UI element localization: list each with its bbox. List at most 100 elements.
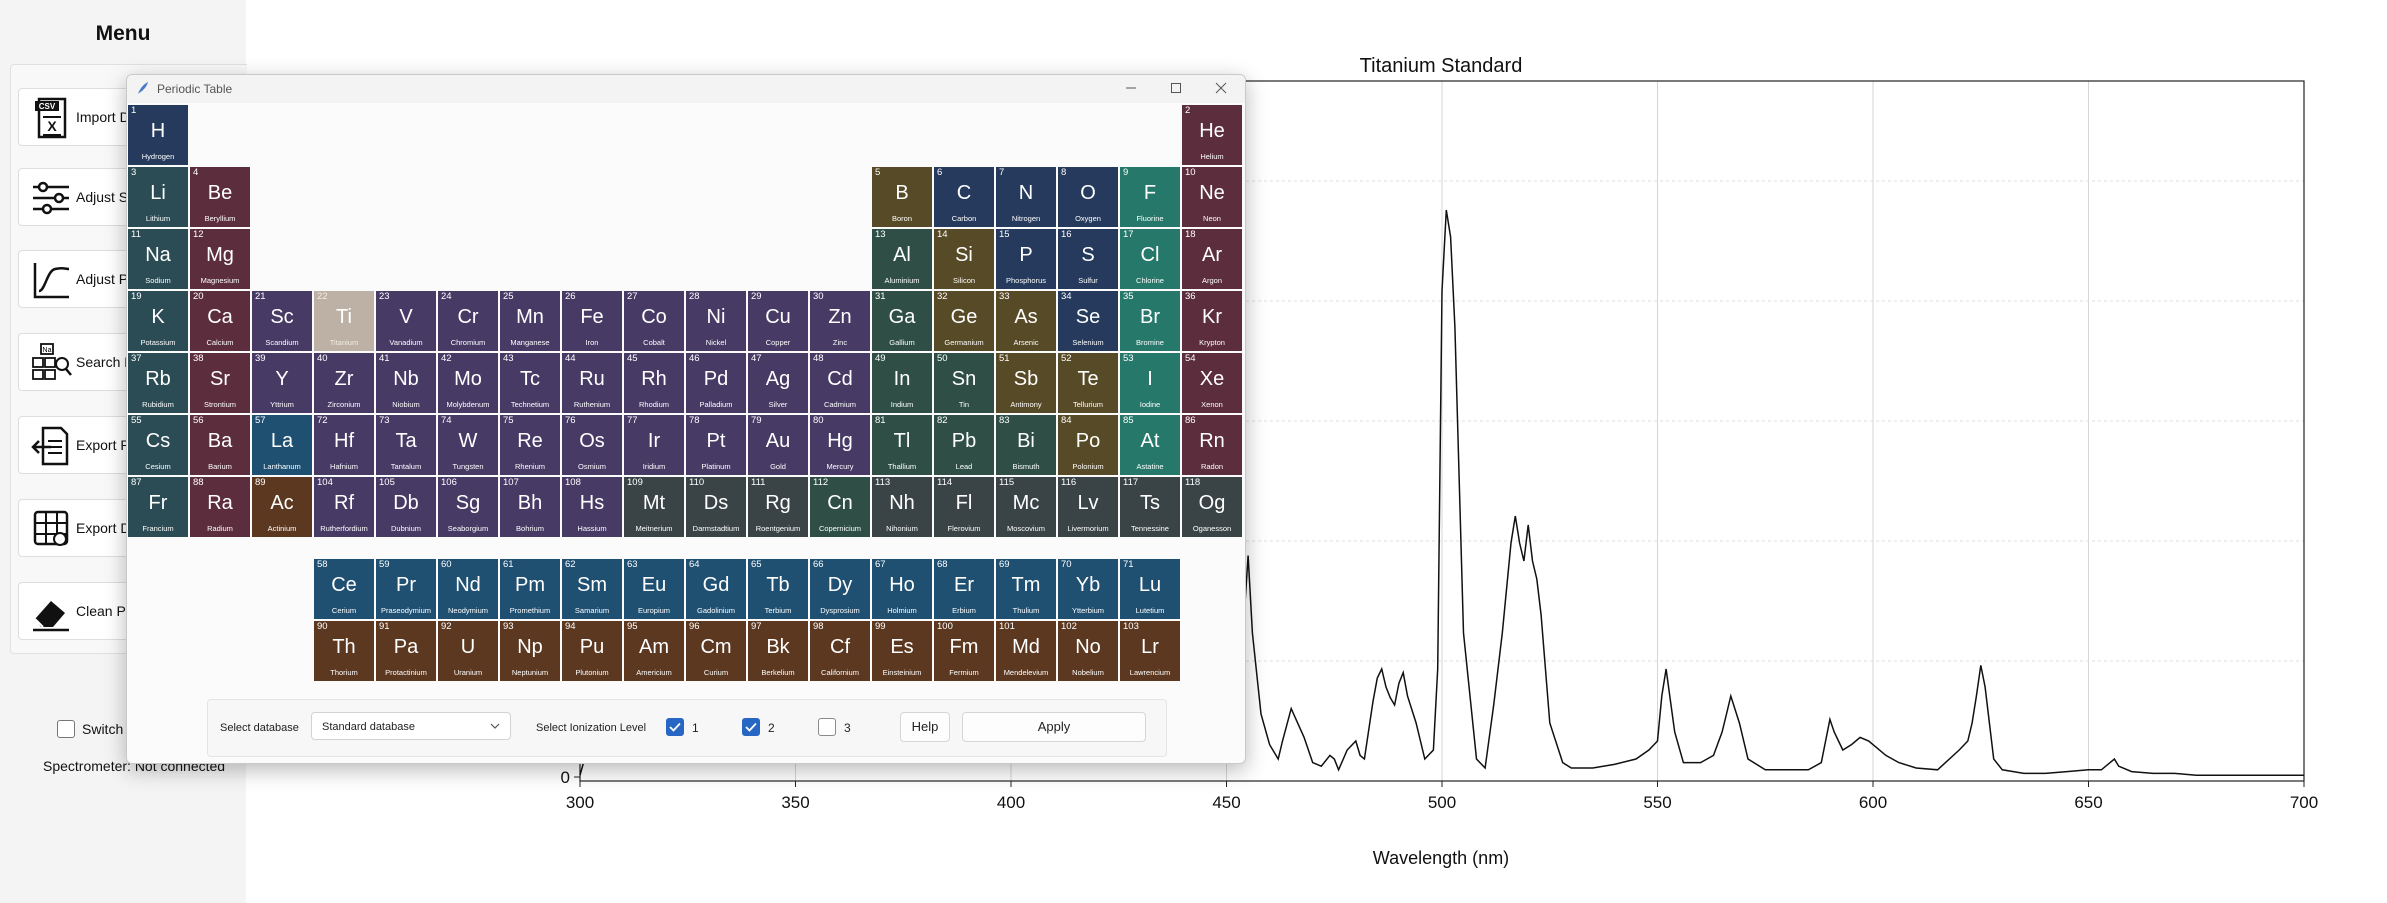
- element-tile-os[interactable]: 76 Os Osmium: [562, 415, 622, 475]
- element-tile-ta[interactable]: 73 Ta Tantalum: [376, 415, 436, 475]
- element-tile-rh[interactable]: 45 Rh Rhodium: [624, 353, 684, 413]
- element-tile-xe[interactable]: 54 Xe Xenon: [1182, 353, 1242, 413]
- element-tile-yb[interactable]: 70 Yb Ytterbium: [1058, 559, 1118, 620]
- element-tile-na[interactable]: 11 Na Sodium: [128, 229, 188, 289]
- element-tile-se[interactable]: 34 Se Selenium: [1058, 291, 1118, 351]
- element-tile-lr[interactable]: 103 Lr Lawrencium: [1120, 621, 1180, 682]
- element-tile-cs[interactable]: 55 Cs Cesium: [128, 415, 188, 475]
- element-tile-pb[interactable]: 82 Pb Lead: [934, 415, 994, 475]
- element-tile-nh[interactable]: 113 Nh Nihonium: [872, 477, 932, 537]
- element-tile-rb[interactable]: 37 Rb Rubidium: [128, 353, 188, 413]
- element-tile-nd[interactable]: 60 Nd Neodymium: [438, 559, 498, 620]
- database-select[interactable]: Standard database: [311, 712, 511, 740]
- element-tile-ge[interactable]: 32 Ge Germanium: [934, 291, 994, 351]
- element-tile-te[interactable]: 52 Te Tellurium: [1058, 353, 1118, 413]
- element-tile-bk[interactable]: 97 Bk Berkelium: [748, 621, 808, 682]
- element-tile-al[interactable]: 13 Al Aluminium: [872, 229, 932, 289]
- element-tile-og[interactable]: 118 Og Oganesson: [1182, 477, 1242, 537]
- element-tile-fr[interactable]: 87 Fr Francium: [128, 477, 188, 537]
- element-tile-s[interactable]: 16 S Sulfur: [1058, 229, 1118, 289]
- element-tile-md[interactable]: 101 Md Mendelevium: [996, 621, 1056, 682]
- element-tile-mt[interactable]: 109 Mt Meitnerium: [624, 477, 684, 537]
- element-tile-tl[interactable]: 81 Tl Thallium: [872, 415, 932, 475]
- element-tile-u[interactable]: 92 U Uranium: [438, 621, 498, 682]
- element-tile-n[interactable]: 7 N Nitrogen: [996, 167, 1056, 227]
- close-button[interactable]: [1207, 79, 1235, 99]
- element-tile-cr[interactable]: 24 Cr Chromium: [438, 291, 498, 351]
- element-tile-sr[interactable]: 38 Sr Strontium: [190, 353, 250, 413]
- element-tile-pt[interactable]: 78 Pt Platinum: [686, 415, 746, 475]
- element-tile-am[interactable]: 95 Am Americium: [624, 621, 684, 682]
- element-tile-fe[interactable]: 26 Fe Iron: [562, 291, 622, 351]
- element-tile-ce[interactable]: 58 Ce Cerium: [314, 559, 374, 620]
- maximize-button[interactable]: [1162, 79, 1190, 99]
- element-tile-ds[interactable]: 110 Ds Darmstadtium: [686, 477, 746, 537]
- element-tile-pd[interactable]: 46 Pd Palladium: [686, 353, 746, 413]
- element-tile-mc[interactable]: 115 Mc Moscovium: [996, 477, 1056, 537]
- minimize-button[interactable]: [1117, 79, 1145, 99]
- element-tile-ni[interactable]: 28 Ni Nickel: [686, 291, 746, 351]
- element-tile-ru[interactable]: 44 Ru Ruthenium: [562, 353, 622, 413]
- element-tile-np[interactable]: 93 Np Neptunium: [500, 621, 560, 682]
- element-tile-lu[interactable]: 71 Lu Lutetium: [1120, 559, 1180, 620]
- element-tile-hg[interactable]: 80 Hg Mercury: [810, 415, 870, 475]
- element-tile-cm[interactable]: 96 Cm Curium: [686, 621, 746, 682]
- element-tile-sm[interactable]: 62 Sm Samarium: [562, 559, 622, 620]
- element-tile-mn[interactable]: 25 Mn Manganese: [500, 291, 560, 351]
- element-tile-si[interactable]: 14 Si Silicon: [934, 229, 994, 289]
- element-tile-he[interactable]: 2 He Helium: [1182, 105, 1242, 165]
- element-tile-ca[interactable]: 20 Ca Calcium: [190, 291, 250, 351]
- element-tile-ir[interactable]: 77 Ir Iridium: [624, 415, 684, 475]
- element-tile-ac[interactable]: 89 Ac Actinium: [252, 477, 312, 537]
- element-tile-db[interactable]: 105 Db Dubnium: [376, 477, 436, 537]
- element-tile-es[interactable]: 99 Es Einsteinium: [872, 621, 932, 682]
- element-tile-cn[interactable]: 112 Cn Copernicium: [810, 477, 870, 537]
- ionization-1-checkbox[interactable]: [666, 718, 684, 736]
- element-tile-fl[interactable]: 114 Fl Flerovium: [934, 477, 994, 537]
- element-tile-eu[interactable]: 63 Eu Europium: [624, 559, 684, 620]
- element-tile-ne[interactable]: 10 Ne Neon: [1182, 167, 1242, 227]
- element-tile-k[interactable]: 19 K Potassium: [128, 291, 188, 351]
- element-tile-b[interactable]: 5 B Boron: [872, 167, 932, 227]
- element-tile-hf[interactable]: 72 Hf Hafnium: [314, 415, 374, 475]
- element-tile-mo[interactable]: 42 Mo Molybdenum: [438, 353, 498, 413]
- element-tile-ti[interactable]: 22 Ti Titanium: [314, 291, 374, 351]
- element-tile-lv[interactable]: 116 Lv Livermorium: [1058, 477, 1118, 537]
- element-tile-tm[interactable]: 69 Tm Thulium: [996, 559, 1056, 620]
- element-tile-ag[interactable]: 47 Ag Silver: [748, 353, 808, 413]
- element-tile-o[interactable]: 8 O Oxygen: [1058, 167, 1118, 227]
- element-tile-cu[interactable]: 29 Cu Copper: [748, 291, 808, 351]
- element-tile-rg[interactable]: 111 Rg Roentgenium: [748, 477, 808, 537]
- element-tile-th[interactable]: 90 Th Thorium: [314, 621, 374, 682]
- periodic-table-window[interactable]: Periodic Table 1 H Hydrogen 2 He Helium 3 Li Lit…: [126, 74, 1246, 764]
- element-tile-v[interactable]: 23 V Vanadium: [376, 291, 436, 351]
- element-tile-sb[interactable]: 51 Sb Antimony: [996, 353, 1056, 413]
- element-tile-be[interactable]: 4 Be Beryllium: [190, 167, 250, 227]
- element-tile-p[interactable]: 15 P Phosphorus: [996, 229, 1056, 289]
- apply-button[interactable]: Apply: [962, 712, 1146, 742]
- element-tile-w[interactable]: 74 W Tungsten: [438, 415, 498, 475]
- element-tile-c[interactable]: 6 C Carbon: [934, 167, 994, 227]
- element-tile-la[interactable]: 57 La Lanthanum: [252, 415, 312, 475]
- element-tile-tc[interactable]: 43 Tc Technetium: [500, 353, 560, 413]
- element-tile-ga[interactable]: 31 Ga Gallium: [872, 291, 932, 351]
- element-tile-au[interactable]: 79 Au Gold: [748, 415, 808, 475]
- element-tile-ho[interactable]: 67 Ho Holmium: [872, 559, 932, 620]
- element-tile-pa[interactable]: 91 Pa Protactinium: [376, 621, 436, 682]
- element-tile-rn[interactable]: 86 Rn Radon: [1182, 415, 1242, 475]
- element-tile-f[interactable]: 9 F Fluorine: [1120, 167, 1180, 227]
- element-tile-dy[interactable]: 66 Dy Dysprosium: [810, 559, 870, 620]
- element-tile-cl[interactable]: 17 Cl Chlorine: [1120, 229, 1180, 289]
- element-tile-fm[interactable]: 100 Fm Fermium: [934, 621, 994, 682]
- element-tile-cf[interactable]: 98 Cf Californium: [810, 621, 870, 682]
- element-tile-po[interactable]: 84 Po Polonium: [1058, 415, 1118, 475]
- window-titlebar[interactable]: Periodic Table: [127, 75, 1245, 103]
- element-tile-tb[interactable]: 65 Tb Terbium: [748, 559, 808, 620]
- element-tile-mg[interactable]: 12 Mg Magnesium: [190, 229, 250, 289]
- element-tile-sn[interactable]: 50 Sn Tin: [934, 353, 994, 413]
- element-tile-as[interactable]: 33 As Arsenic: [996, 291, 1056, 351]
- element-tile-ts[interactable]: 117 Ts Tennessine: [1120, 477, 1180, 537]
- element-tile-kr[interactable]: 36 Kr Krypton: [1182, 291, 1242, 351]
- element-tile-i[interactable]: 53 I Iodine: [1120, 353, 1180, 413]
